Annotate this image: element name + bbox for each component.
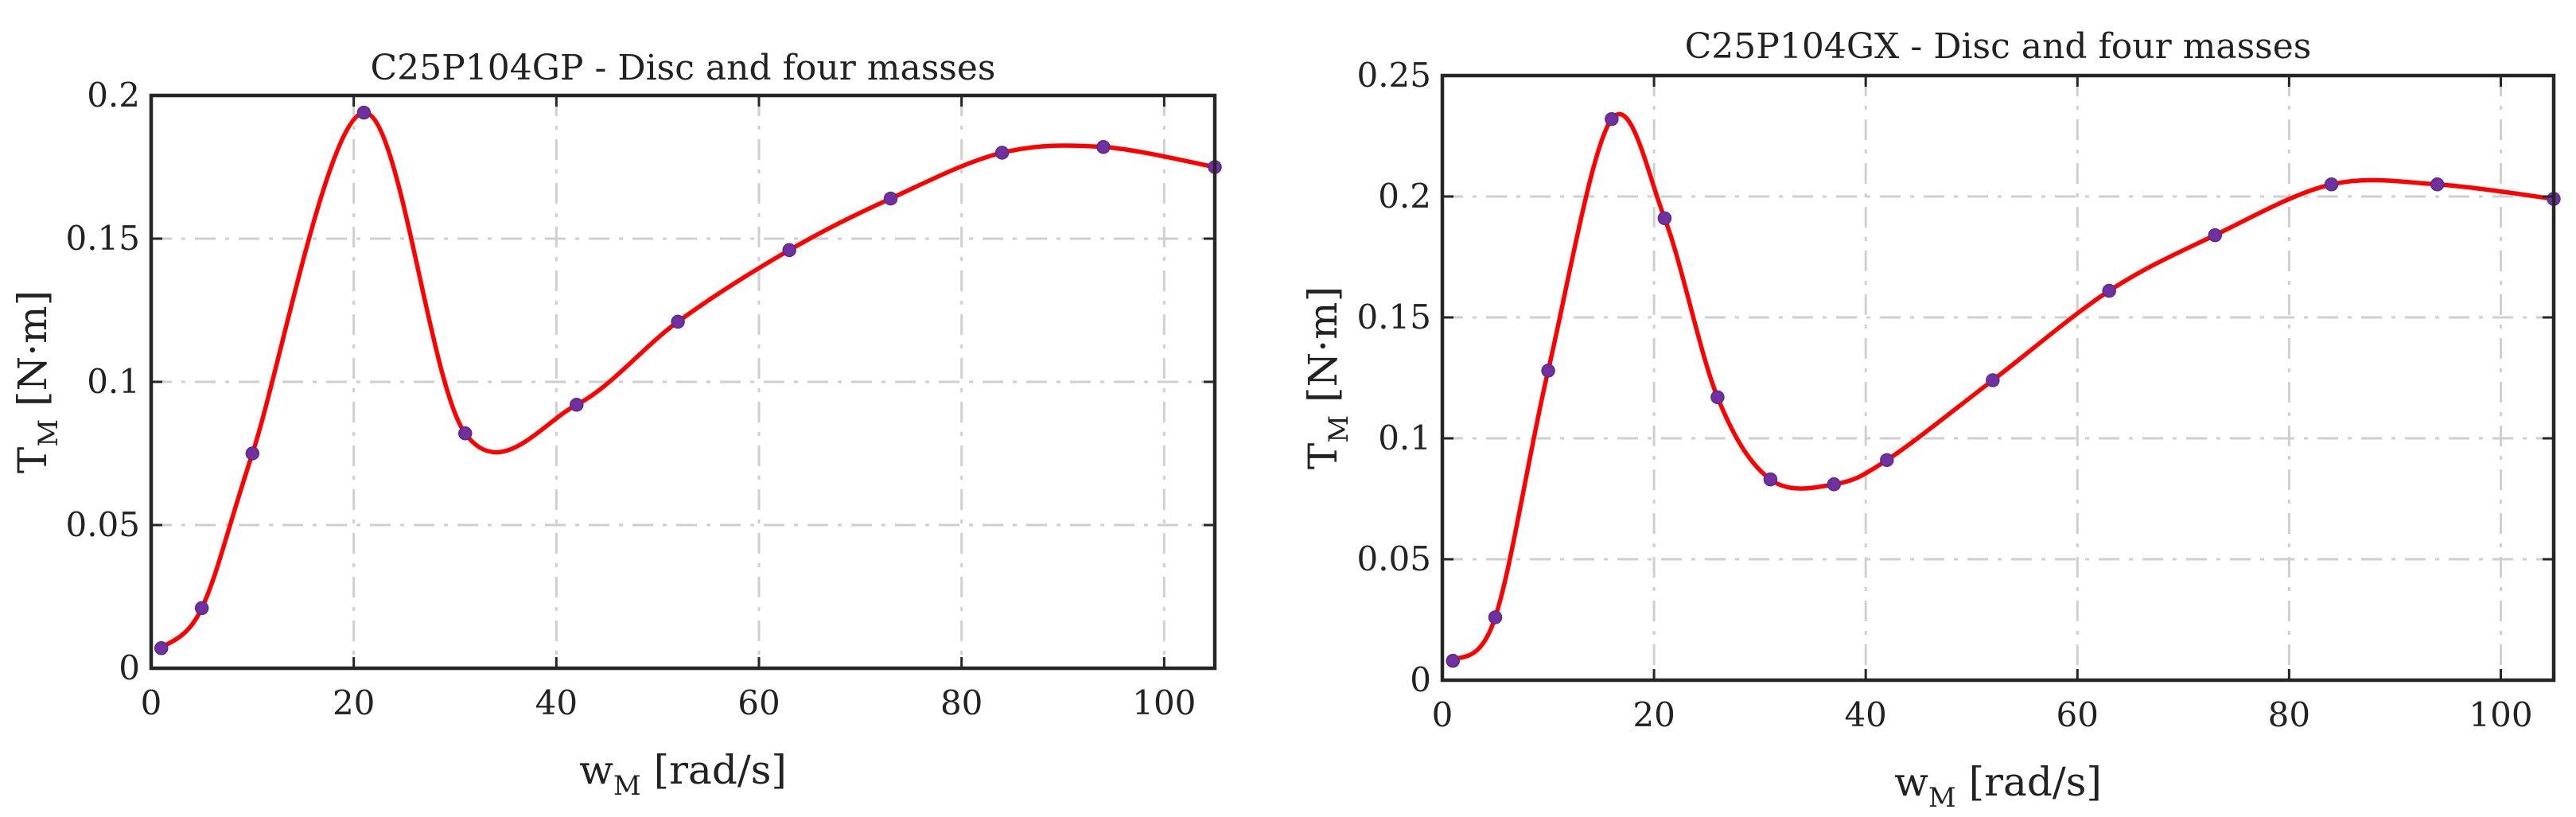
chart-title-right: C25P104GX - Disc and four masses	[1685, 26, 2312, 67]
data-point-right-7	[1827, 477, 1842, 492]
x-tick-label-right-80: 80	[2268, 695, 2310, 734]
data-point-right-4	[1657, 211, 1672, 226]
data-point-left-1	[194, 601, 209, 616]
x-tick-label-right-20: 20	[1632, 695, 1675, 734]
y-tick-label-right-0.05: 0.05	[1356, 539, 1431, 578]
y-tick-label-right-0.1: 0.1	[1378, 418, 1431, 457]
series-line-right	[1450, 111, 2556, 663]
chart-right: 0 20 40 60 80 100 0 0.05 0.1 0.15 0.2 0.25 C25P104G…	[1300, 26, 2561, 814]
x-tick-label-left-40: 40	[535, 683, 578, 722]
x-tick-label-left-60: 60	[737, 683, 780, 722]
y-tick-label-left-0.05: 0.05	[65, 505, 140, 544]
y-tick-label-right-0: 0	[1410, 660, 1431, 699]
data-point-right-12	[2324, 177, 2339, 192]
y-tick-label-right-0.2: 0.2	[1378, 177, 1431, 216]
data-point-left-7	[782, 243, 796, 258]
data-point-right-6	[1763, 472, 1778, 487]
data-point-right-5	[1710, 390, 1725, 405]
data-point-left-6	[671, 314, 685, 329]
x-axis-label-left: wM [rad/s]	[579, 747, 787, 802]
data-point-left-2	[245, 446, 260, 461]
x-tick-label-right-40: 40	[1844, 695, 1886, 734]
data-point-left-0	[154, 641, 169, 656]
y-tick-label-left-0.15: 0.15	[65, 219, 140, 258]
data-point-right-8	[1880, 453, 1894, 468]
data-point-right-9	[1986, 373, 2000, 387]
y-axis-label-right: TM [N·m]	[1300, 286, 1355, 469]
y-tick-label-left-0.2: 0.2	[87, 76, 140, 115]
data-point-left-5	[570, 398, 584, 412]
y-tick-label-left-0: 0	[119, 648, 140, 687]
x-tick-label-left-80: 80	[940, 683, 983, 722]
data-point-right-1	[1488, 610, 1503, 624]
data-point-right-11	[2208, 228, 2222, 243]
data-point-right-2	[1541, 364, 1555, 378]
data-point-left-9	[994, 146, 1010, 160]
x-tick-label-left-0: 0	[141, 683, 162, 722]
data-point-left-10	[1096, 140, 1111, 154]
data-point-right-10	[2102, 283, 2116, 298]
data-point-left-3	[356, 105, 372, 120]
data-point-right-3	[1605, 111, 1619, 126]
x-tick-label-right-0: 0	[1432, 695, 1453, 734]
data-point-left-4	[457, 426, 473, 441]
data-point-right-0	[1446, 653, 1461, 668]
data-point-left-8	[883, 191, 898, 206]
y-tick-label-right-0.25: 0.25	[1356, 56, 1431, 95]
x-tick-label-right-60: 60	[2057, 695, 2099, 734]
x-tick-label-right-100: 100	[2469, 695, 2532, 734]
y-axis-label-left: TM [N·m]	[10, 290, 64, 473]
x-tick-label-left-20: 20	[333, 683, 375, 722]
chart-left: 0 20 40 60 80 100 0 0.05 0.1 0.15 0.2 C25P104GP - …	[10, 48, 1222, 802]
axes-frame-right	[1440, 73, 2556, 683]
y-tick-label-right-0.15: 0.15	[1356, 298, 1431, 337]
x-axis-label-right: wM [rad/s]	[1894, 759, 2102, 814]
x-tick-label-left-100: 100	[1132, 683, 1196, 722]
data-point-right-13	[2430, 177, 2445, 192]
chart-title-left: C25P104GP - Disc and four masses	[371, 48, 996, 88]
y-tick-label-left-0.1: 0.1	[87, 362, 140, 401]
series-line-left	[158, 110, 1217, 651]
